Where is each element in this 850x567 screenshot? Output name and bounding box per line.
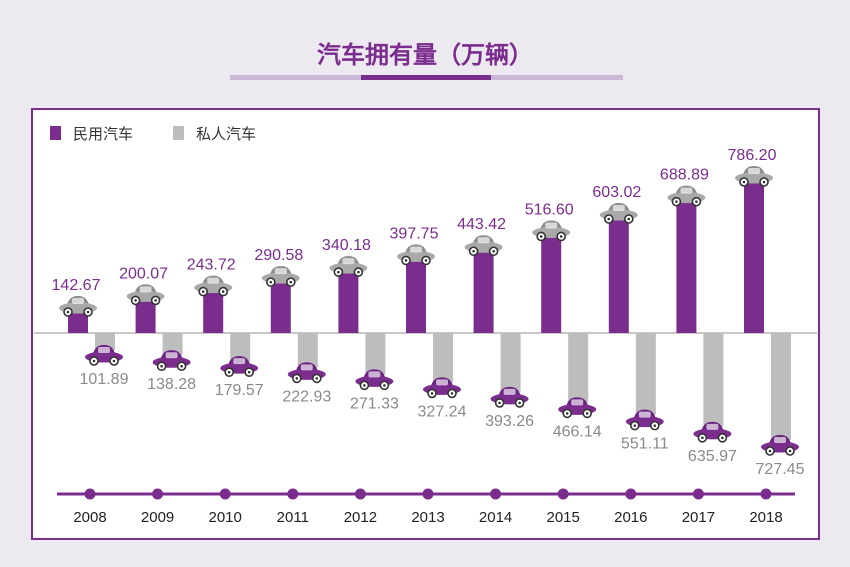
legend-swatch-private (173, 126, 184, 140)
car-icon-grey-2018 (735, 166, 773, 187)
car-icon-grey-2010 (194, 275, 233, 297)
car-icon-grey-2012 (329, 256, 368, 277)
car-icon-purple-2015 (558, 397, 597, 419)
car-icon-purple-2012 (355, 369, 394, 391)
data-label-private-2015: 466.14 (553, 423, 602, 440)
bar-private-2009 (162, 333, 183, 356)
bar-civil-2008 (68, 313, 88, 333)
x-tick-label-2013: 2013 (411, 509, 444, 526)
bar-private-2010 (230, 333, 251, 362)
bar-civil-2010 (203, 292, 224, 333)
timeline-dot-2010 (219, 488, 231, 500)
x-tick-label-2014: 2014 (479, 509, 512, 526)
data-label-private-2017: 635.97 (688, 448, 737, 465)
data-label-civil-2009: 200.07 (119, 265, 168, 282)
data-label-civil-2008: 142.67 (52, 277, 101, 294)
timeline-dot-2013 (422, 488, 434, 500)
legend-label-civil: 民用汽车 (73, 126, 133, 143)
bar-private-2017 (703, 333, 724, 427)
data-label-private-2016: 551.11 (621, 436, 669, 453)
bar-private-2015 (568, 333, 589, 403)
bar-private-2012 (365, 333, 386, 375)
x-tick-label-2016: 2016 (614, 509, 647, 526)
legend-swatch-civil (50, 126, 61, 140)
data-label-civil-2014: 443.42 (457, 216, 506, 233)
timeline-dot-2015 (557, 488, 569, 500)
car-icon-purple-2013 (423, 377, 461, 399)
bar-private-2018 (771, 333, 791, 440)
bar-private-2014 (500, 333, 521, 392)
data-label-private-2011: 222.93 (282, 388, 331, 405)
legend-label-private: 私人汽车 (196, 126, 256, 143)
car-icon-grey-2014 (464, 235, 503, 257)
chart-title: 汽车拥有量（万辆） (317, 41, 533, 69)
timeline-dot-2016 (625, 488, 637, 500)
bar-civil-2014 (473, 252, 494, 333)
x-tick-label-2015: 2015 (547, 509, 580, 526)
x-tick-label-2011: 2011 (277, 509, 309, 526)
data-label-private-2008: 101.89 (80, 371, 129, 388)
bar-civil-2015 (541, 237, 562, 333)
timeline-dot-2008 (84, 488, 96, 500)
data-label-civil-2015: 516.60 (525, 201, 574, 218)
timeline-dot-2014 (490, 488, 502, 500)
bar-private-2016 (635, 333, 656, 415)
data-label-private-2014: 393.26 (485, 413, 534, 430)
legend: 民用汽车 私人汽车 (50, 126, 256, 143)
data-label-civil-2013: 397.75 (390, 225, 439, 242)
data-label-civil-2012: 340.18 (322, 237, 371, 254)
car-icon-purple-2009 (152, 350, 191, 372)
car-icon-grey-2013 (397, 244, 435, 266)
bar-civil-2017 (676, 202, 697, 333)
bar-private-2011 (297, 333, 318, 368)
car-icon-grey-2016 (599, 203, 638, 224)
timeline-dot-2009 (152, 488, 164, 500)
x-tick-label-2017: 2017 (682, 509, 715, 526)
title-underline-accent (361, 75, 491, 80)
x-tick-label-2012: 2012 (344, 509, 377, 526)
data-label-civil-2017: 688.89 (660, 167, 709, 184)
car-icon-grey-2008 (59, 296, 97, 317)
x-tick-label-2018: 2018 (749, 509, 782, 526)
timeline-dot-2011 (287, 488, 299, 500)
car-icon-grey-2015 (532, 220, 571, 242)
bar-private-2013 (433, 333, 453, 383)
car-icon-purple-2011 (287, 362, 326, 384)
data-label-civil-2011: 290.58 (254, 247, 303, 264)
data-label-civil-2018: 786.20 (728, 147, 777, 164)
car-icon-purple-2014 (490, 386, 529, 408)
car-icons-layer (59, 166, 799, 456)
car-icon-grey-2009 (126, 284, 165, 306)
bar-civil-2016 (608, 220, 629, 333)
timeline-dot-2018 (760, 488, 772, 500)
car-icon-purple-2010 (220, 356, 259, 377)
bar-civil-2009 (135, 301, 156, 333)
data-labels-layer: 142.67 101.89 200.07 138.28 243.72 179.57 290.… (52, 147, 805, 478)
bar-civil-2013 (406, 261, 426, 333)
data-label-private-2018: 727.45 (756, 461, 805, 478)
x-tick-label-2009: 2009 (141, 509, 174, 526)
data-label-private-2009: 138.28 (147, 376, 196, 393)
data-label-civil-2016: 603.02 (592, 184, 641, 201)
car-icon-purple-2008 (85, 345, 123, 366)
bar-civil-2011 (270, 283, 291, 333)
timeline-layer: 2008 2009 2010 2011 2012 2013 2014 2015 2016 2017… (73, 488, 783, 526)
bar-civil-2018 (744, 183, 764, 333)
car-icon-grey-2011 (261, 266, 300, 287)
car-icon-purple-2017 (693, 421, 732, 443)
data-label-private-2010: 179.57 (215, 382, 264, 399)
x-tick-label-2010: 2010 (209, 509, 242, 526)
data-label-civil-2010: 243.72 (187, 257, 236, 274)
timeline-dot-2017 (692, 488, 704, 500)
data-label-private-2012: 271.33 (350, 395, 399, 412)
car-icon-purple-2016 (625, 409, 664, 431)
car-icon-purple-2018 (761, 435, 799, 456)
bar-civil-2012 (338, 273, 359, 333)
data-label-private-2013: 327.24 (418, 403, 467, 420)
timeline-dot-2012 (354, 488, 366, 500)
car-icon-grey-2017 (667, 185, 706, 207)
x-tick-label-2008: 2008 (73, 509, 106, 526)
